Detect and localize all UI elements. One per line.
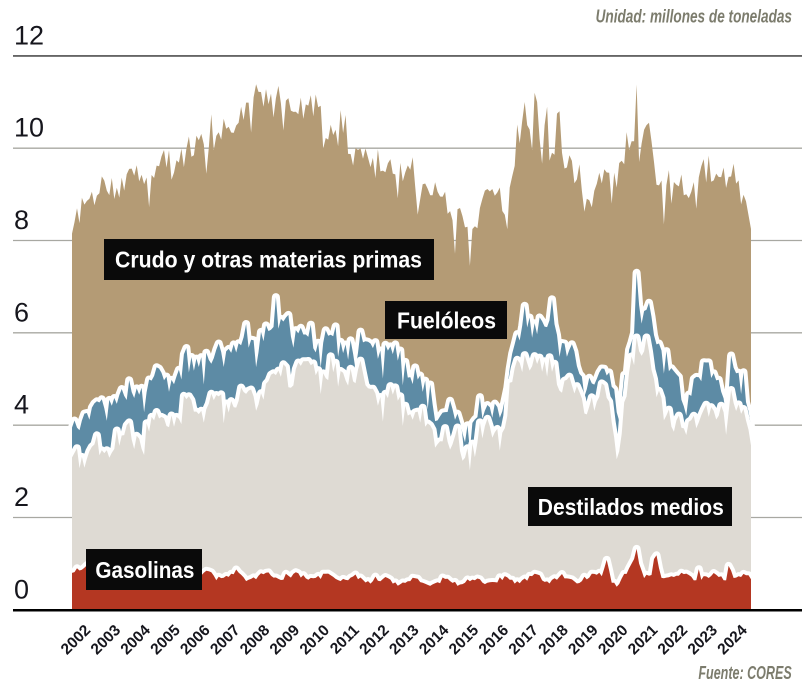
svg-text:Crudo y otras materias primas: Crudo y otras materias primas <box>115 246 422 272</box>
svg-text:0: 0 <box>14 574 29 604</box>
svg-text:Gasolinas: Gasolinas <box>95 557 194 583</box>
svg-text:2: 2 <box>14 482 29 512</box>
svg-text:6: 6 <box>14 297 29 327</box>
svg-text:8: 8 <box>14 205 29 235</box>
svg-text:Unidad: millones de toneladas: Unidad: millones de toneladas <box>596 5 792 26</box>
svg-text:4: 4 <box>14 390 29 420</box>
svg-text:Destilados medios: Destilados medios <box>538 494 724 520</box>
svg-text:10: 10 <box>14 113 44 143</box>
svg-text:Fuente: CORES: Fuente: CORES <box>698 662 792 683</box>
svg-text:Fuelóleos: Fuelóleos <box>397 307 496 333</box>
svg-text:12: 12 <box>14 20 44 50</box>
